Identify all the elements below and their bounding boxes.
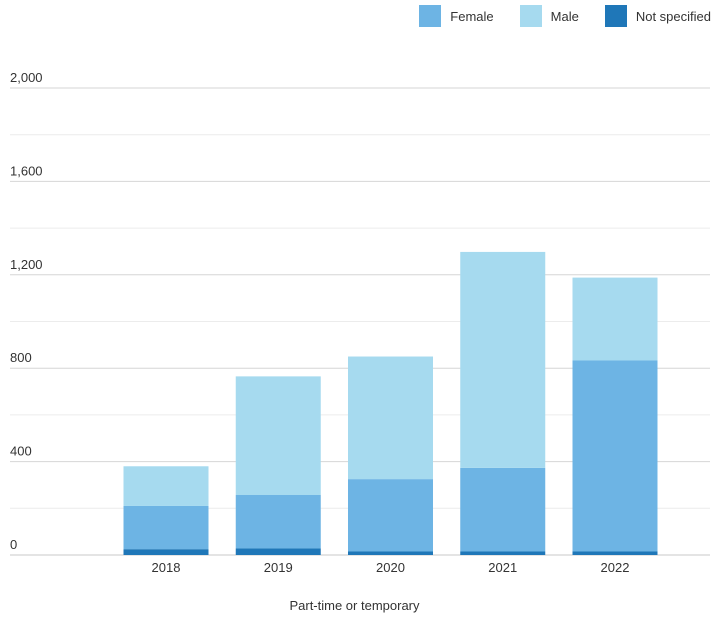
legend-item-male[interactable]: Male — [519, 5, 579, 27]
x-tick-label: 2021 — [488, 560, 517, 575]
y-tick-label: 1,600 — [10, 163, 43, 178]
bar-male-2020[interactable] — [348, 356, 433, 480]
x-axis-title: Part-time or temporary — [289, 598, 420, 613]
x-tick-label: 2020 — [376, 560, 405, 575]
y-tick-label: 400 — [10, 444, 32, 459]
bar-female-2018[interactable] — [123, 505, 209, 550]
x-tick-label: 2022 — [601, 560, 630, 575]
bar-not-specified-2018[interactable] — [123, 549, 209, 555]
bar-female-2021[interactable] — [460, 467, 546, 552]
legend-item-not-specified[interactable]: Not specified — [604, 5, 711, 27]
bar-female-2022[interactable] — [572, 360, 658, 552]
bar-female-2019[interactable] — [235, 494, 321, 549]
y-tick-label: 0 — [10, 537, 17, 552]
x-tick-label: 2019 — [264, 560, 293, 575]
bar-not-specified-2021[interactable] — [460, 551, 546, 555]
y-axis: 0 400 800 1,200 1,600 2,000 — [10, 70, 43, 552]
legend-label-female: Female — [450, 8, 494, 24]
legend-label-not-specified: Not specified — [635, 8, 711, 24]
legend: Female Male Not specified — [419, 5, 711, 27]
legend-item-female[interactable]: Female — [419, 5, 494, 27]
legend-swatch-male — [519, 5, 542, 27]
bar-male-2018[interactable] — [123, 466, 209, 506]
y-tick-label: 800 — [10, 350, 32, 365]
bar-female-2020[interactable] — [348, 479, 433, 552]
x-tick-label: 2018 — [152, 560, 181, 575]
bar-male-2021[interactable] — [460, 251, 546, 468]
bar-not-specified-2019[interactable] — [235, 548, 321, 555]
bar-male-2019[interactable] — [235, 376, 321, 495]
legend-swatch-female — [419, 5, 442, 27]
legend-label-male: Male — [550, 8, 579, 24]
x-axis: 2018 2019 2020 2021 2022 — [152, 560, 630, 575]
bars — [123, 251, 658, 555]
y-tick-label: 1,200 — [10, 257, 43, 272]
legend-swatch-not-specified — [604, 5, 627, 27]
bar-male-2022[interactable] — [572, 277, 658, 361]
bar-not-specified-2022[interactable] — [572, 551, 658, 555]
bar-not-specified-2020[interactable] — [348, 551, 433, 555]
y-tick-label: 2,000 — [10, 70, 43, 85]
